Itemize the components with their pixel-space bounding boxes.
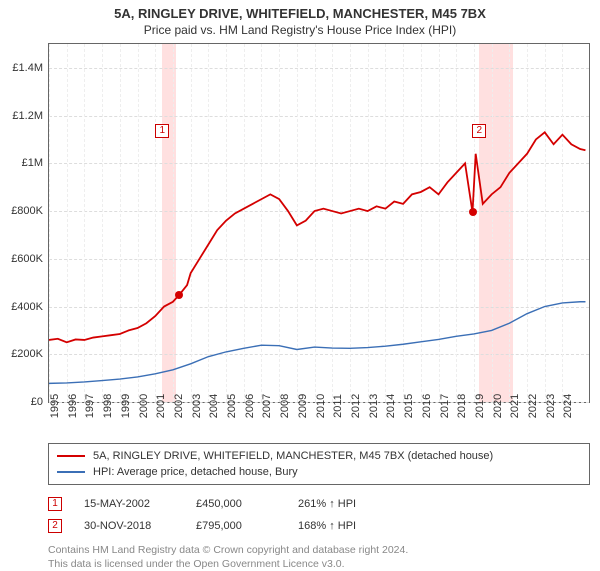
legend-row: 5A, RINGLEY DRIVE, WHITEFIELD, MANCHESTE… — [57, 448, 581, 464]
legend-label: 5A, RINGLEY DRIVE, WHITEFIELD, MANCHESTE… — [93, 450, 493, 462]
footer-line: Contains HM Land Registry data © Crown c… — [48, 543, 590, 557]
price-chart: £0£200K£400K£600K£800K£1M£1.2M£1.4M19951… — [48, 43, 590, 403]
y-axis-label: £1.2M — [12, 110, 43, 122]
footer-line: This data is licensed under the Open Gov… — [48, 557, 590, 571]
legend-row: HPI: Average price, detached house, Bury — [57, 464, 581, 480]
sale-price: £450,000 — [196, 498, 276, 510]
annotation-marker: 1 — [155, 124, 169, 138]
sale-point — [175, 291, 183, 299]
y-axis-label: £200K — [11, 348, 43, 360]
y-axis-label: £800K — [11, 205, 43, 217]
legend: 5A, RINGLEY DRIVE, WHITEFIELD, MANCHESTE… — [48, 443, 590, 485]
sale-marker: 1 — [48, 497, 62, 511]
chart-title: 5A, RINGLEY DRIVE, WHITEFIELD, MANCHESTE… — [0, 6, 600, 21]
y-axis-label: £1M — [22, 157, 43, 169]
series-layer — [49, 44, 589, 402]
sale-row: 2 30-NOV-2018 £795,000 168% ↑ HPI — [48, 515, 590, 537]
sale-delta: 261% ↑ HPI — [298, 498, 388, 510]
annotation-marker: 2 — [472, 124, 486, 138]
sale-row: 1 15-MAY-2002 £450,000 261% ↑ HPI — [48, 493, 590, 515]
sale-marker: 2 — [48, 519, 62, 533]
legend-label: HPI: Average price, detached house, Bury — [93, 466, 298, 478]
series-hpi_detached_bury — [49, 302, 585, 384]
chart-subtitle: Price paid vs. HM Land Registry's House … — [0, 23, 600, 37]
sales-list: 1 15-MAY-2002 £450,000 261% ↑ HPI 2 30-N… — [48, 493, 590, 537]
y-axis-label: £0 — [31, 396, 43, 408]
legend-swatch — [57, 455, 85, 457]
sale-date: 15-MAY-2002 — [84, 498, 174, 510]
legend-swatch — [57, 471, 85, 473]
sale-delta: 168% ↑ HPI — [298, 520, 388, 532]
sale-price: £795,000 — [196, 520, 276, 532]
y-axis-label: £600K — [11, 253, 43, 265]
y-axis-label: £400K — [11, 301, 43, 313]
series-property_price — [49, 132, 585, 342]
sale-date: 30-NOV-2018 — [84, 520, 174, 532]
footer: Contains HM Land Registry data © Crown c… — [48, 543, 590, 571]
y-axis-label: £1.4M — [12, 62, 43, 74]
sale-point — [469, 208, 477, 216]
